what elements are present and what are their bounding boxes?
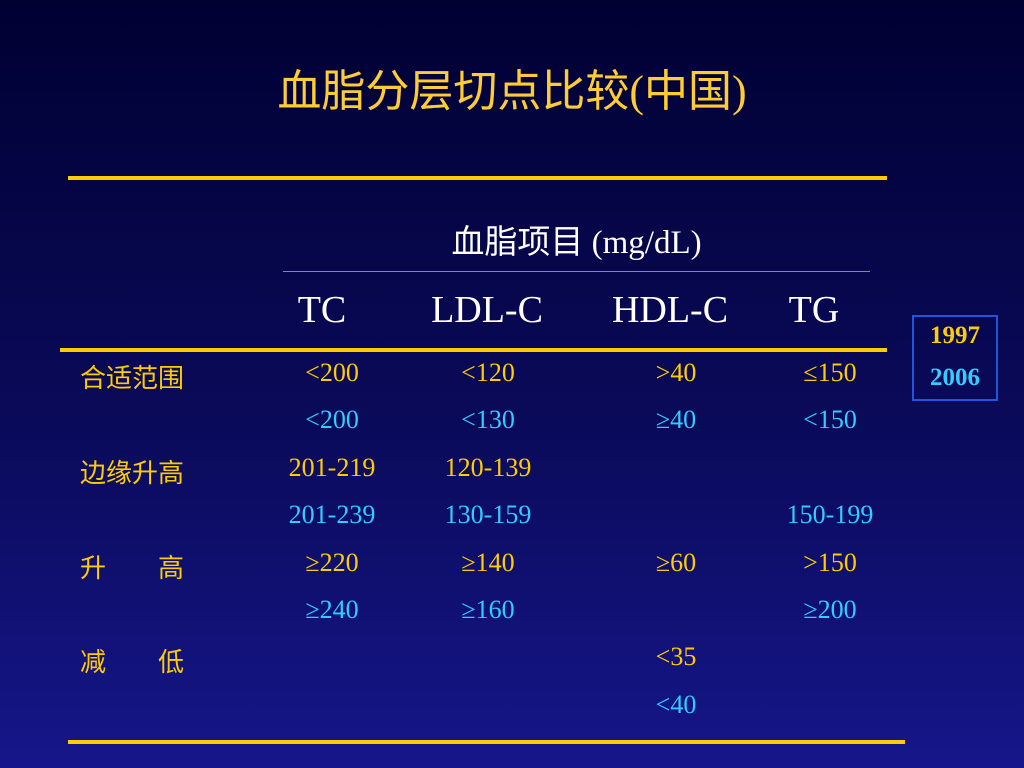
table-cell: ≤150 [803, 358, 857, 387]
table-cell: ≥240 [305, 595, 359, 624]
table-cell: <150 [803, 405, 857, 435]
table-cell: 120-139 [444, 452, 532, 482]
table-cell: ≥220 [305, 547, 359, 577]
table-cell: <200 [305, 405, 359, 435]
column-header: TG [788, 289, 840, 331]
table-header: 血脂项目 (mg/dL) [451, 225, 702, 261]
table-cell: ≥40 [655, 405, 697, 435]
table-cell: 150-199 [786, 500, 874, 530]
table-cell: >150 [803, 547, 857, 577]
bottom-rule [68, 740, 905, 744]
column-header: TC [297, 289, 347, 331]
row-label: 减 低 [80, 648, 185, 678]
column-header: HDL-C [611, 289, 729, 331]
table-cell: >40 [655, 358, 697, 387]
row-label: 合适范围 [80, 364, 185, 393]
legend-box [912, 315, 998, 401]
table-cell: <200 [305, 358, 359, 387]
legend-label: 2006 [930, 364, 980, 391]
legend-label: 1997 [930, 322, 980, 349]
table-cell: 201-219 [288, 452, 376, 482]
table-cell: 201-239 [288, 500, 376, 530]
top-rule [68, 176, 887, 180]
table-cell: <40 [655, 689, 697, 719]
row-label: 边缘升高 [80, 458, 185, 488]
table-cell: ≥60 [655, 547, 697, 577]
table-cell: <120 [461, 358, 515, 387]
row-label: 升 高 [80, 553, 185, 583]
table-cell: <35 [655, 642, 697, 672]
table-cell: <130 [461, 405, 515, 435]
header-rule [283, 271, 870, 272]
column-header: LDL-C [431, 289, 543, 331]
slide-title: 血脂分层切点比较(中国) [277, 67, 747, 116]
table-cell: ≥200 [803, 595, 857, 624]
table-cell: ≥160 [461, 595, 515, 624]
header-bottom-rule [60, 348, 887, 352]
table-cell: ≥140 [461, 547, 515, 577]
table-cell: 130-159 [444, 500, 532, 530]
